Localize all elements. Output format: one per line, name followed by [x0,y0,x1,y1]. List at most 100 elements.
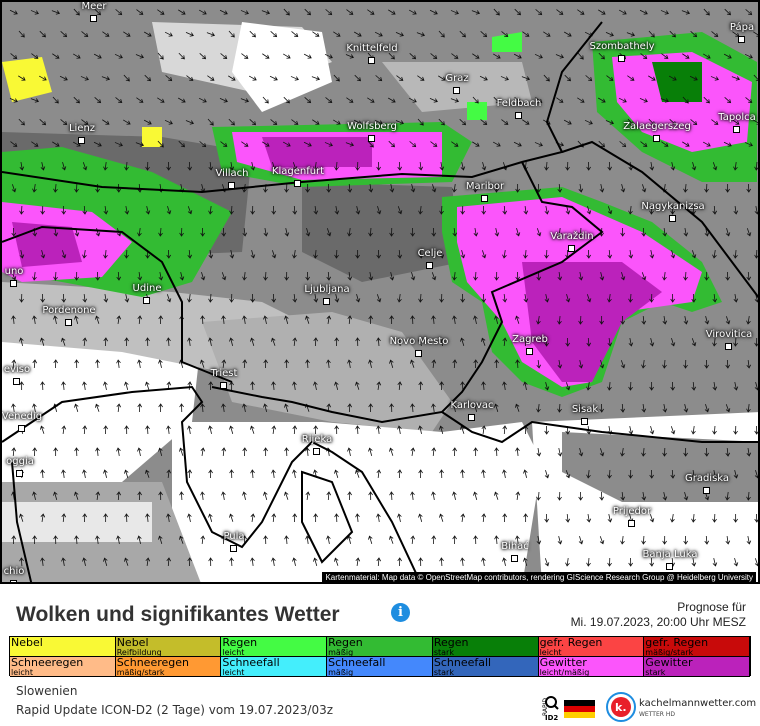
wind-arrow-icon [263,315,268,324]
wind-arrow-icon [375,75,383,82]
wind-arrow-icon [703,96,710,104]
wind-arrow-icon [19,250,25,259]
wind-arrow-icon [439,337,444,346]
wind-arrow-icon [177,97,186,103]
wind-arrow-icon [30,98,40,103]
wind-arrow-icon [418,381,424,391]
wind-arrow-icon [544,337,549,347]
wind-arrow-icon [74,359,79,369]
wind-arrow-icon [691,250,697,259]
legend-sub: leicht [222,648,245,657]
wind-arrow-icon [628,469,633,479]
wind-arrow-icon [473,183,478,193]
wind-arrow-icon [388,140,396,148]
wind-arrow-icon [304,8,312,16]
wind-arrow-icon [355,425,360,435]
wind-arrow-icon [586,206,592,215]
wind-arrow-icon [599,448,605,457]
wind-arrow-icon [145,381,150,390]
wind-arrow-icon [208,425,213,434]
city-label: Pápa [729,22,755,33]
wind-arrow-icon [145,425,150,435]
wind-arrow-icon [73,96,80,104]
wind-arrow-icon [31,53,39,59]
wind-arrow-icon [578,227,583,237]
wind-arrow-icon [208,293,213,303]
wind-arrow-icon [691,557,697,567]
wind-arrow-icon [262,96,269,104]
weather-map[interactable]: Meer Pápa Knittelfeld Szombathely Graz Feldba… [0,0,760,584]
wind-arrow-icon [19,293,24,303]
wind-arrow-icon [586,249,592,259]
wind-arrow-icon [515,403,520,412]
wind-arrow-icon [81,119,89,125]
wind-arrow-icon [460,557,465,567]
wind-arrow-icon [711,31,719,37]
legend-sub: leicht [11,668,33,677]
wind-arrow-icon [607,293,612,303]
city-label: Graz [445,73,469,84]
wind-arrow-icon [565,161,570,171]
wind-arrow-icon [648,118,655,126]
wind-arrow-icon [38,75,47,81]
wind-arrow-icon [368,403,373,413]
city-label: Prijedor [612,506,652,517]
wind-arrow-icon [597,97,606,103]
city-marker [368,57,375,64]
wind-arrow-icon [187,425,192,435]
city-label: uno [4,266,24,277]
wind-arrow-icon [410,491,415,501]
info-icon[interactable]: i [391,603,410,622]
city-label: Banja Luka [642,549,698,560]
wind-arrow-icon [473,447,478,456]
wind-arrow-icon [347,447,352,456]
wind-arrow-icon [93,53,102,59]
wind-arrow-icon [669,118,677,126]
wind-arrow-icon [418,337,423,347]
wind-arrow-icon [578,315,583,325]
wind-arrow-icon [662,447,667,457]
wind-arrow-icon [53,535,58,545]
wind-arrow-icon [166,206,172,215]
wind-arrow-icon [599,536,605,545]
wind-arrow-icon [103,249,108,259]
wind-arrow-icon [114,53,123,59]
wind-arrow-icon [515,491,521,501]
wind-arrow-icon [418,425,423,434]
wind-arrow-icon [502,293,508,303]
wind-arrow-icon [648,30,655,38]
wind-arrow-icon [388,9,396,15]
wind-arrow-icon [662,359,667,369]
wind-arrow-icon [40,337,45,346]
wind-arrow-icon [376,425,381,435]
wind-arrow-icon [208,337,213,347]
wind-arrow-icon [725,535,731,545]
wind-arrow-icon [198,97,207,103]
wind-arrow-icon [479,75,488,81]
wind-arrow-icon [347,359,352,369]
wind-arrow-icon [523,557,528,566]
wind-arrow-icon [95,447,100,457]
wind-arrow-icon [439,381,444,390]
wind-arrow-icon [418,249,424,259]
wind-arrow-icon [229,293,234,303]
wind-arrow-icon [353,31,362,37]
wind-arrow-icon [471,10,481,15]
wind-arrow-icon [326,491,332,501]
wind-arrow-icon [649,250,655,259]
wind-arrow-icon [473,359,479,369]
wind-arrow-icon [450,10,459,15]
wind-arrow-icon [334,294,340,303]
wind-arrow-icon [326,228,332,237]
wind-arrow-icon [557,227,562,237]
wind-arrow-icon [313,161,318,171]
wind-arrow-icon [74,535,79,545]
wind-arrow-icon [200,359,205,368]
wind-arrow-icon [61,337,66,346]
wind-arrow-icon [221,447,227,457]
wind-arrow-icon [271,162,277,171]
wind-arrow-icon [452,183,457,193]
wind-arrow-icon [599,403,605,413]
legend-item: Gewitter leicht/mäßig [538,657,645,677]
wind-arrow-icon [158,447,163,456]
